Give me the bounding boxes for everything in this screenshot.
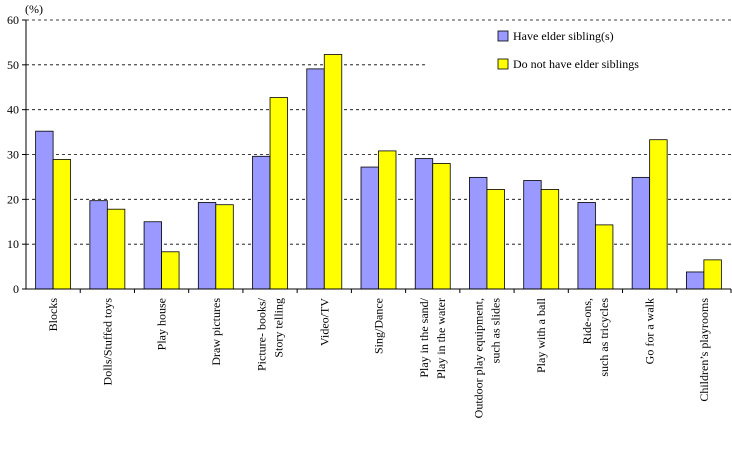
bar-have-elder-siblings-4 <box>252 155 271 290</box>
x-category-label-line: Picture- books/ <box>255 297 269 371</box>
x-category-label-line: Play in the sand/ <box>417 297 431 377</box>
y-tick-label-50: 50 <box>7 58 19 72</box>
x-category-label-10: Ride-ons, such as tricycles <box>580 298 611 377</box>
bar-have-elder-siblings-0 <box>35 130 54 290</box>
bar-have-elder-siblings-6 <box>360 166 379 290</box>
bar-have-elder-siblings-1 <box>89 200 108 290</box>
bar-no-elder-siblings-1 <box>106 208 126 290</box>
bar-have-elder-siblings-3 <box>197 202 217 290</box>
x-category-label-5: Video/TV <box>317 298 331 346</box>
x-category-label-line: Story telling <box>272 298 286 358</box>
bar-have-elder-siblings-2 <box>143 221 162 290</box>
x-category-label-line: Go for a walk <box>643 298 657 364</box>
x-axis-category-labels: Blocks Dolls/Stuffed toys Play house Draw p… <box>46 297 711 418</box>
bar-no-elder-siblings-0 <box>52 159 72 290</box>
bar-no-elder-siblings-10 <box>595 224 614 290</box>
x-category-label-line: such as tricycles <box>597 298 611 377</box>
bar-have-elder-siblings-7 <box>414 158 434 290</box>
y-tick-label-40: 40 <box>7 103 19 117</box>
bar-no-elder-siblings-4 <box>269 97 288 290</box>
y-tick-label-30: 30 <box>7 148 19 162</box>
y-tick-label-0: 0 <box>13 282 19 296</box>
bar-have-elder-siblings-11 <box>631 176 651 290</box>
x-category-label-line: Children’s playrooms <box>697 298 711 402</box>
x-category-label-7: Play in the sand/Play in the water <box>417 297 448 379</box>
x-category-label-line: Play in the water <box>434 298 448 379</box>
x-category-label-line: Play house <box>155 298 169 350</box>
x-category-label-line: such as slides <box>488 298 502 364</box>
bars <box>35 54 722 290</box>
bar-no-elder-siblings-3 <box>215 204 234 290</box>
x-category-label-line: Draw pictures <box>209 298 223 366</box>
x-category-label-line: Ride-ons, <box>580 298 594 344</box>
x-category-label-4: Picture- books/Story telling <box>255 297 286 371</box>
legend-swatch-1 <box>497 58 509 70</box>
x-category-label-0: Blocks <box>46 298 60 332</box>
bar-have-elder-siblings-8 <box>469 176 488 290</box>
axes <box>25 20 732 293</box>
bar-have-elder-siblings-9 <box>523 180 542 290</box>
gridlines <box>26 19 731 245</box>
y-tick-label-10: 10 <box>7 237 19 251</box>
x-category-label-9: Play with a ball <box>534 297 548 373</box>
bar-no-elder-siblings-6 <box>378 150 397 290</box>
bar-no-elder-siblings-2 <box>161 251 180 290</box>
x-category-label-line: Video/TV <box>317 298 331 346</box>
legend-swatch-0 <box>497 30 509 42</box>
x-category-label-11: Go for a walk <box>643 298 657 364</box>
y-tick-label-20: 20 <box>7 192 19 206</box>
bar-have-elder-siblings-10 <box>577 202 596 290</box>
bar-no-elder-siblings-8 <box>486 189 505 290</box>
x-category-label-line: Blocks <box>46 298 60 332</box>
y-tick-label-60: 60 <box>7 13 19 27</box>
bar-no-elder-siblings-12 <box>703 259 722 290</box>
bar-no-elder-siblings-11 <box>649 139 668 290</box>
x-category-label-line: Outdoor play equipment, <box>471 298 485 418</box>
y-axis-ticks: 0 10 20 30 40 50 60 <box>7 13 26 296</box>
x-category-label-6: Sing/Dance <box>372 298 386 354</box>
legend-label-0: Have elder sibling(s) <box>513 29 614 43</box>
x-category-label-line: Play with a ball <box>534 297 548 373</box>
x-category-label-8: Outdoor play equipment, such as slides <box>471 298 502 419</box>
x-category-label-line: Dolls/Stuffed toys <box>100 298 114 386</box>
y-axis-unit-label: (%) <box>25 2 43 16</box>
x-category-label-3: Draw pictures <box>209 298 223 366</box>
bar-have-elder-siblings-5 <box>306 68 325 290</box>
bar-no-elder-siblings-7 <box>432 163 451 290</box>
legend: Have elder sibling(s) Do not have elder s… <box>497 29 639 71</box>
bar-no-elder-siblings-9 <box>540 189 560 290</box>
bar-have-elder-siblings-12 <box>685 271 705 290</box>
legend-label-1: Do not have elder siblings <box>513 57 639 71</box>
x-category-label-1: Dolls/Stuffed toys <box>100 298 114 386</box>
x-category-label-12: Children’s playrooms <box>697 298 711 402</box>
x-category-label-2: Play house <box>155 298 169 350</box>
x-category-label-line: Sing/Dance <box>372 298 386 354</box>
bar-no-elder-siblings-5 <box>323 54 343 290</box>
